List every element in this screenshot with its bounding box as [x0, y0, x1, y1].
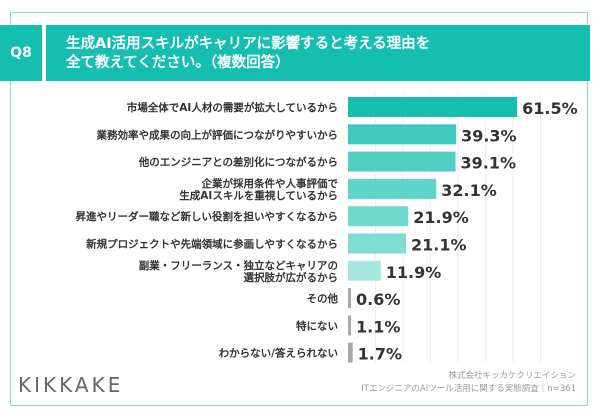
value-label: 0.6%: [356, 290, 400, 309]
value-label: 39.1%: [461, 154, 517, 173]
bar: [348, 97, 518, 117]
bar: [348, 233, 407, 254]
bar: [348, 124, 457, 145]
bar: [348, 260, 381, 281]
category-label: 選択肢が広がるから: [244, 271, 339, 284]
question-title: 生成AI活用スキルがキャリアに影響すると考える理由を 全て教えてください。（複数…: [46, 25, 590, 81]
card-frame: [10, 12, 588, 406]
value-label: 32.1%: [441, 181, 497, 200]
category-label: その他: [307, 292, 339, 305]
bar: [348, 178, 437, 199]
value-label: 39.3%: [461, 126, 517, 145]
category-label: 昇進やリーダー職など新しい役割を担いやすくなるから: [76, 210, 339, 223]
question-number: Q8: [0, 25, 42, 81]
value-label: 11.9%: [386, 263, 442, 282]
title-line-1: 生成AI活用スキルがキャリアに影響すると考える理由を: [66, 36, 431, 52]
value-label: 61.5%: [522, 99, 578, 118]
value-label: 1.7%: [358, 345, 402, 364]
bar: [348, 206, 409, 227]
source-note: 株式会社キッカケクリエイション ITエンジニアのAIツール活用に関する実態調査｜…: [361, 370, 576, 396]
category-label: 特にない: [296, 319, 338, 332]
kikkake-logo: KIKKAKE: [18, 373, 124, 397]
bar: [348, 288, 351, 309]
title-line-2: 全て教えてください。（複数回答）: [66, 55, 290, 71]
category-label: 企業が採用条件や人事評価で: [201, 177, 339, 190]
category-label: わからない/答えられない: [219, 347, 338, 360]
bar: [348, 342, 353, 363]
value-label: 1.1%: [356, 317, 400, 336]
source-survey: ITエンジニアのAIツール活用に関する実態調査｜n=361: [361, 384, 576, 394]
bar: [348, 315, 352, 336]
value-label: 21.1%: [411, 236, 467, 255]
category-label: 新規プロジェクトや先端領域に参画しやすくなるから: [86, 238, 338, 251]
value-label: 21.9%: [413, 208, 469, 227]
category-label: 生成AIスキルを重視しているから: [179, 189, 338, 202]
category-label: 他のエンジニアとの差別化につながるから: [138, 156, 338, 169]
category-label: 副業・フリーランス・独立などキャリアの: [139, 259, 338, 272]
bar: [348, 151, 456, 172]
category-label: 市場全体でAI人材の需要が拡大しているから: [127, 101, 338, 114]
source-company: 株式会社キッカケクリエイション: [448, 371, 576, 381]
category-label: 業務効率や成果の向上が評価につながりやすいから: [96, 128, 339, 141]
